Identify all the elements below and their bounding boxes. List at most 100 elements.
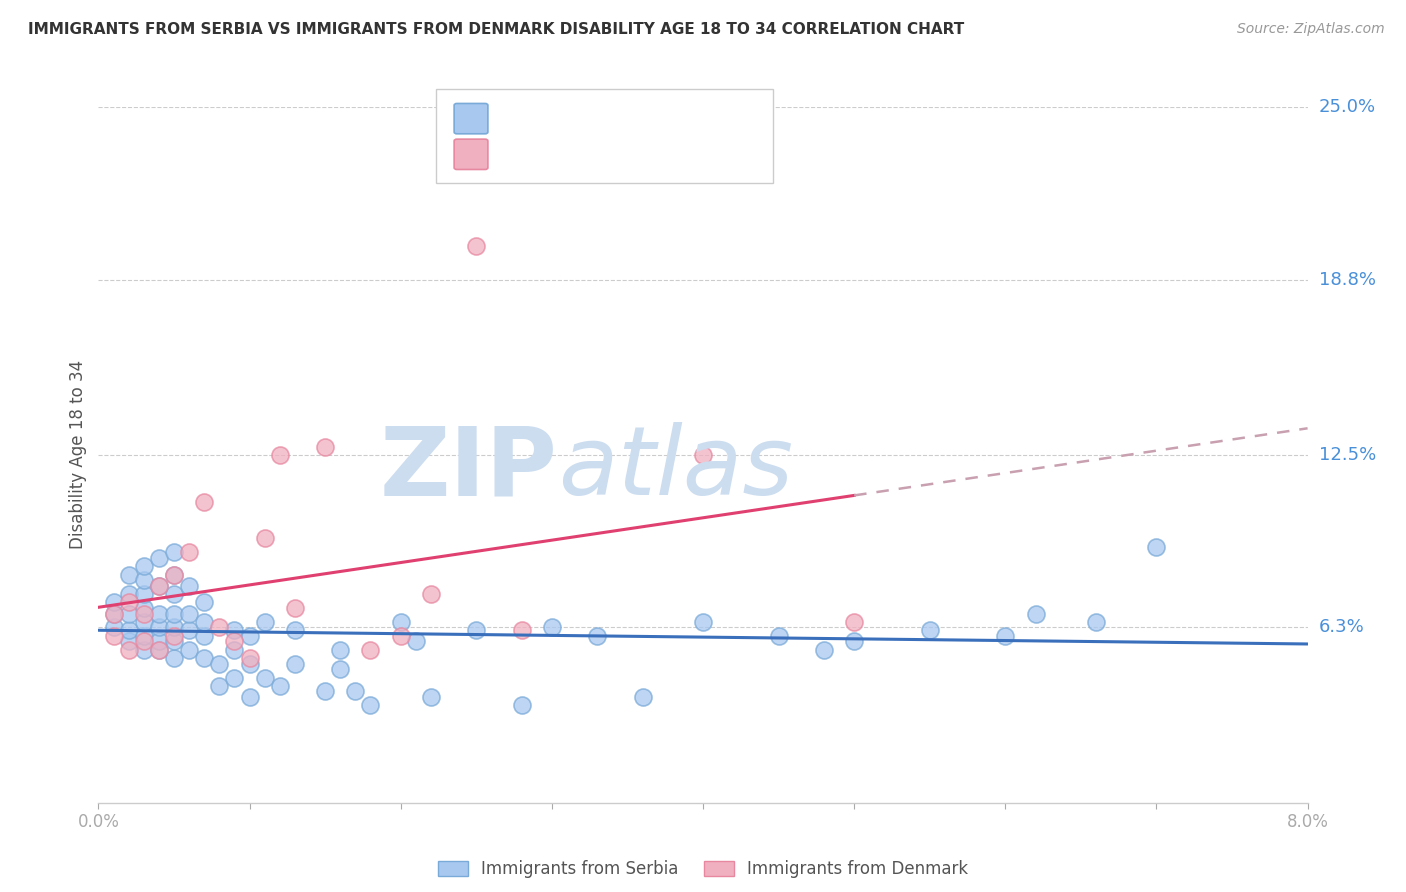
Point [224, 671, 246, 685]
Point [239, 690, 262, 704]
Point [132, 615, 155, 629]
Point [132, 642, 155, 657]
Point [405, 634, 427, 648]
Text: R =: R = [494, 145, 530, 163]
Point [148, 642, 170, 657]
Point [253, 615, 276, 629]
Point [132, 629, 155, 643]
Point [269, 448, 291, 462]
Text: atlas: atlas [558, 422, 793, 516]
Point [224, 642, 246, 657]
Text: 71: 71 [630, 110, 652, 128]
Text: 12.5%: 12.5% [1319, 446, 1376, 464]
Point [586, 629, 609, 643]
Point [994, 629, 1017, 643]
Point [224, 634, 246, 648]
Point [193, 651, 215, 665]
Point [179, 642, 201, 657]
Point [148, 550, 170, 565]
Point [253, 671, 276, 685]
Text: 25.0%: 25.0% [1319, 98, 1376, 116]
Point [631, 690, 654, 704]
Point [314, 684, 336, 698]
Point [118, 587, 141, 601]
Point [163, 587, 186, 601]
Legend: Immigrants from Serbia, Immigrants from Denmark: Immigrants from Serbia, Immigrants from … [432, 854, 974, 885]
Point [465, 624, 488, 638]
Point [118, 642, 141, 657]
Point [465, 239, 488, 253]
Text: IMMIGRANTS FROM SERBIA VS IMMIGRANTS FROM DENMARK DISABILITY AGE 18 TO 34 CORREL: IMMIGRANTS FROM SERBIA VS IMMIGRANTS FRO… [28, 22, 965, 37]
Point [148, 634, 170, 648]
Point [163, 567, 186, 582]
Point [224, 624, 246, 638]
Point [389, 615, 412, 629]
Point [284, 624, 307, 638]
Point [193, 495, 215, 509]
Point [179, 607, 201, 621]
Point [103, 607, 125, 621]
Point [208, 620, 231, 634]
Point [163, 629, 186, 643]
Point [419, 587, 441, 601]
Text: Source: ZipAtlas.com: Source: ZipAtlas.com [1237, 22, 1385, 37]
Point [118, 607, 141, 621]
Point [132, 559, 155, 574]
Point [148, 607, 170, 621]
Point [344, 684, 367, 698]
Point [163, 567, 186, 582]
Point [692, 448, 714, 462]
Text: R =: R = [494, 110, 530, 128]
Point [148, 579, 170, 593]
Point [118, 567, 141, 582]
Point [103, 595, 125, 609]
Point [284, 657, 307, 671]
Point [132, 573, 155, 587]
Point [103, 607, 125, 621]
Point [163, 634, 186, 648]
Point [239, 629, 262, 643]
Point [239, 651, 262, 665]
Point [329, 662, 352, 676]
Point [419, 690, 441, 704]
Point [132, 607, 155, 621]
Point [163, 651, 186, 665]
Point [179, 624, 201, 638]
Point [510, 624, 533, 638]
Point [193, 629, 215, 643]
Point [359, 642, 381, 657]
Point [359, 698, 381, 713]
Text: 0.168: 0.168 [524, 110, 576, 128]
Point [768, 629, 790, 643]
Point [389, 629, 412, 643]
Point [918, 624, 941, 638]
Point [208, 657, 231, 671]
Point [253, 532, 276, 546]
Point [813, 642, 835, 657]
Text: 18.8%: 18.8% [1319, 270, 1375, 289]
Point [269, 679, 291, 693]
Text: 26: 26 [630, 145, 652, 163]
Point [163, 545, 186, 559]
Point [540, 620, 562, 634]
Point [118, 595, 141, 609]
Point [103, 620, 125, 634]
Text: 6.3%: 6.3% [1319, 618, 1364, 637]
Point [510, 698, 533, 713]
Point [1144, 540, 1167, 554]
Point [193, 595, 215, 609]
Point [118, 634, 141, 648]
Text: N =: N = [583, 110, 631, 128]
Point [148, 642, 170, 657]
Point [103, 629, 125, 643]
Point [132, 587, 155, 601]
Text: 0.453: 0.453 [524, 145, 576, 163]
Point [179, 545, 201, 559]
Point [1024, 607, 1046, 621]
Point [163, 620, 186, 634]
Point [239, 657, 262, 671]
Point [163, 607, 186, 621]
Text: N =: N = [583, 145, 631, 163]
Point [179, 579, 201, 593]
Point [193, 615, 215, 629]
